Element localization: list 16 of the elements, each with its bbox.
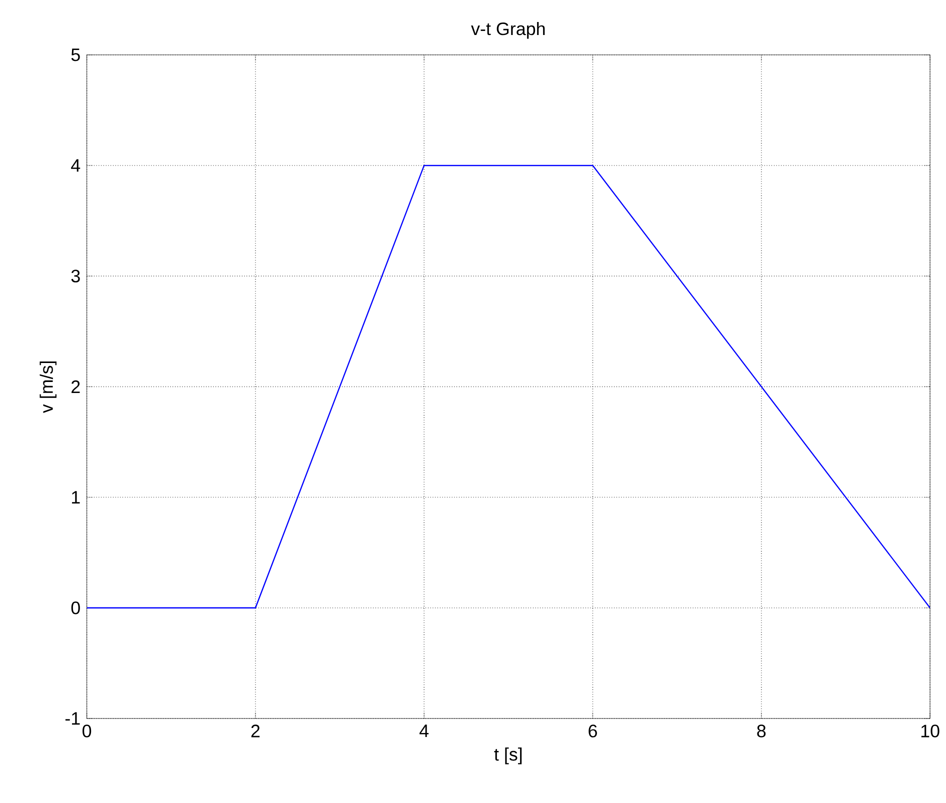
x-tick-label: 4	[420, 724, 429, 737]
x-tick-label: 0	[82, 724, 92, 738]
y-tick-label: -1	[65, 712, 80, 724]
y-tick-label: 2	[72, 380, 80, 393]
x-tick-label: 6	[588, 724, 597, 738]
y-tick-label: 1	[72, 490, 80, 504]
y-tick-label: 5	[71, 48, 80, 61]
y-tick-label: 4	[71, 159, 80, 172]
y-tick-label: 0	[71, 601, 80, 614]
y-axis-title: v [m/s]	[40, 361, 56, 413]
y-tick-label: 3	[71, 270, 80, 282]
x-axis-title: t [s]	[494, 747, 522, 764]
x-tick-label: 2	[251, 724, 260, 738]
x-tick-label: 10	[921, 724, 940, 738]
x-tick-label: 8	[757, 724, 766, 738]
chart-title: v-t Graph	[471, 22, 545, 39]
